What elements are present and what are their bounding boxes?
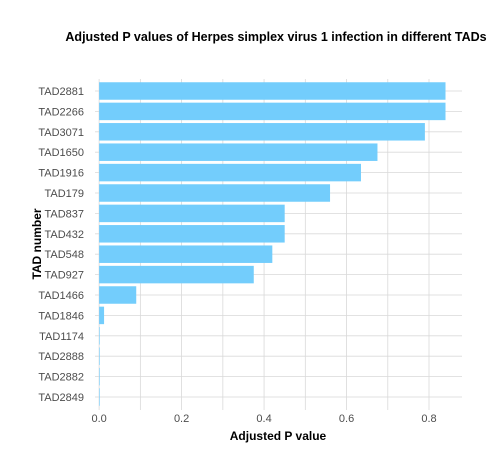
y-tick-labels: TAD2881 TAD2266 TAD3071 TAD1650 TAD1916 TAD17… [38,86,84,404]
y-tick-label: TAD837 [44,208,84,220]
x-axis-title: Adjusted P value [230,429,327,443]
bar-tad837 [99,205,285,223]
bar-tad1650 [99,143,377,161]
y-tick-label: TAD3071 [38,127,84,139]
bar-tad927 [99,266,254,284]
x-tick-label: 0.6 [339,413,354,425]
y-tick-label: TAD1650 [38,147,84,159]
y-tick-label: TAD1846 [38,310,84,322]
y-tick-label: TAD2888 [38,351,84,363]
bar-tad2882 [99,368,100,386]
y-tick-label: TAD1466 [38,290,84,302]
x-tick-label: 0.4 [256,413,271,425]
y-tick-label: TAD548 [44,249,84,261]
bar-tad1174 [99,327,100,345]
y-tick-label: TAD179 [44,188,84,200]
y-tick-label: TAD1174 [39,331,84,343]
y-tick-label: TAD2882 [38,372,84,384]
bars [99,82,445,406]
bar-tad2849 [99,388,100,406]
y-axis-title: TAD number [30,208,44,279]
x-tick-labels: 0.0 0.2 0.4 0.6 0.8 [91,413,436,425]
x-tick-label: 0.0 [91,413,106,425]
y-tick-label: TAD2881 [38,86,84,98]
bar-tad432 [99,225,285,243]
bar-tad1466 [99,286,136,304]
y-tick-label: TAD927 [44,270,84,282]
bar-tad3071 [99,123,425,141]
bar-tad1916 [99,164,361,182]
x-tick-label: 0.8 [421,413,436,425]
y-tick-label: TAD2849 [38,392,84,404]
bar-tad2888 [99,347,100,365]
y-tick-label: TAD2266 [38,106,84,118]
bar-tad179 [99,184,330,202]
bar-tad2881 [99,82,445,100]
x-tick-label: 0.2 [174,413,189,425]
bar-tad2266 [99,103,445,121]
y-tick-label: TAD1916 [38,168,84,180]
y-tick-label: TAD432 [44,229,84,241]
bar-tad1846 [99,307,104,325]
chart-title: Adjusted P values of Herpes simplex viru… [65,30,486,44]
bar-tad548 [99,245,272,263]
